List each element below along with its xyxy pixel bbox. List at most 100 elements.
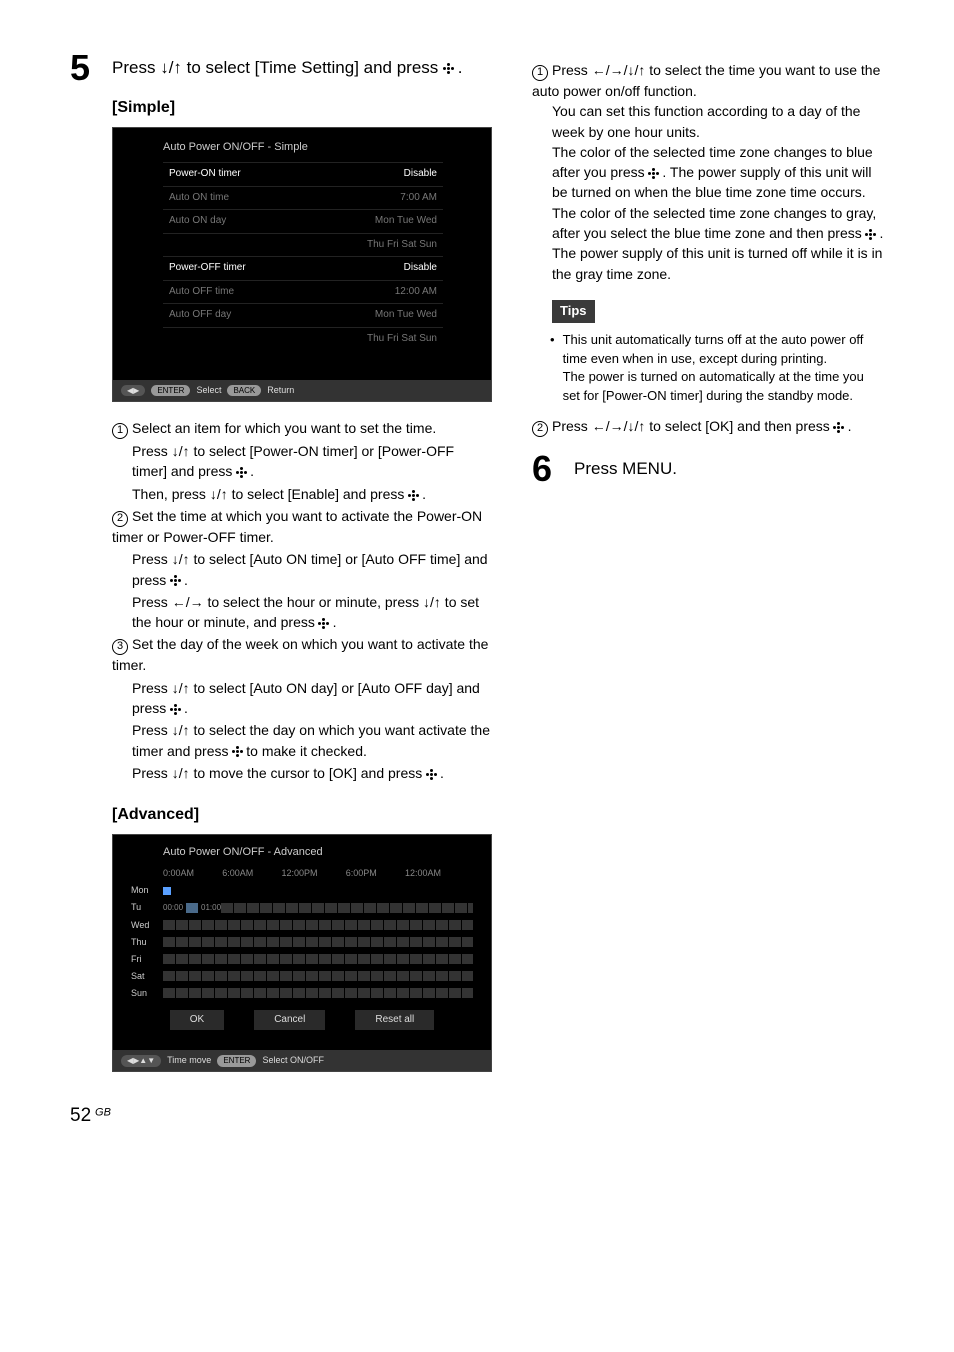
t: Press <box>552 62 592 78</box>
enter-icon <box>232 741 242 761</box>
enter-icon <box>426 763 436 783</box>
page-number: 52 GB <box>70 1102 884 1130</box>
step-6-text: Press MENU. <box>574 451 677 481</box>
day-row: Sun <box>113 985 491 1002</box>
cell: Auto OFF time <box>169 285 234 300</box>
enter-icon <box>170 570 180 590</box>
numbered-item-1: 1Select an item for which you want to se… <box>112 418 492 504</box>
tip-item: • This unit automatically turns off at t… <box>550 331 884 406</box>
t: Set the day of the week on which you wan… <box>112 636 488 673</box>
cell: 7:00 AM <box>400 191 437 206</box>
table-row: Power-OFF timerDisable <box>163 256 443 280</box>
t: to move the cursor to [OK] and press <box>190 765 427 781</box>
circled-3-icon: 3 <box>112 639 128 655</box>
numbered-item-1: 1Press ←/→/↓/↑ to select the time you wa… <box>532 60 884 101</box>
cell: 12:00 AM <box>395 285 437 300</box>
time-bar <box>163 954 473 964</box>
t: Press <box>132 680 172 696</box>
t: 00:00 <box>163 902 183 914</box>
t: Select ON/OFF <box>262 1054 324 1067</box>
down-up-icon: ↓/↑ <box>160 58 182 77</box>
circled-1-icon: 1 <box>112 423 128 439</box>
day-row: Mon <box>113 882 491 899</box>
advanced-screenshot: Auto Power ON/OFF - Advanced 0:00AM 6:00… <box>112 834 492 1072</box>
t: Press <box>112 58 160 77</box>
page-region: GB <box>95 1107 111 1119</box>
time-bar <box>163 988 473 998</box>
paragraph: You can set this function according to a… <box>552 101 884 142</box>
tips-label: Tips <box>552 300 595 323</box>
down-up-icon: ↓/↑ <box>172 722 190 738</box>
time-bar <box>163 920 473 930</box>
t: . <box>453 58 462 77</box>
step-6: 6 Press MENU. <box>532 451 884 487</box>
t: Select an item for which you want to set… <box>132 420 436 436</box>
numbered-item-2: 2Set the time at which you want to activ… <box>112 506 492 632</box>
numbered-item-3: 3Set the day of the week on which you wa… <box>112 634 492 783</box>
circled-2-icon: 2 <box>112 511 128 527</box>
enter-icon <box>649 162 659 182</box>
cell: Thu Fri Sat Sun <box>367 238 437 253</box>
day-label: Thu <box>131 936 163 949</box>
enter-pill: ENTER <box>217 1055 256 1067</box>
down-up-icon: ↓/↑ <box>172 680 190 696</box>
cell: Auto OFF day <box>169 308 231 323</box>
back-pill: BACK <box>227 385 261 397</box>
nav-icon: ◀▶ <box>121 385 145 397</box>
day-label: Wed <box>131 919 163 932</box>
t: . <box>180 700 188 716</box>
day-label: Tu <box>131 901 163 914</box>
table-row: Thu Fri Sat Sun <box>163 233 443 257</box>
enter-icon <box>236 461 246 481</box>
page-columns: 5 Press ↓/↑ to select [Time Setting] and… <box>70 50 884 1072</box>
advanced-heading: [Advanced] <box>112 803 492 826</box>
t: to select [OK] and then press <box>645 418 833 434</box>
t: . <box>329 614 337 630</box>
page-num-value: 52 <box>70 1105 91 1126</box>
table-row: Thu Fri Sat Sun <box>163 327 443 351</box>
t: to select the hour or minute, press <box>204 594 423 610</box>
table-row: Power-ON timerDisable <box>163 162 443 186</box>
time-bar <box>221 903 473 913</box>
t: Time move <box>167 1054 211 1067</box>
table-row: Auto OFF time 12:00 AM <box>163 280 443 304</box>
circled-1-icon: 1 <box>532 65 548 81</box>
day-label: Mon <box>131 884 163 897</box>
bullet-icon: • <box>550 331 555 406</box>
cell: Auto ON time <box>169 191 229 206</box>
t: 01:00 <box>201 902 221 914</box>
time-axis: 0:00AM 6:00AM 12:00PM 6:00PM 12:00AM <box>113 865 491 882</box>
table-row: Auto ON time 7:00 AM <box>163 186 443 210</box>
screenshot-title: Auto Power ON/OFF - Simple <box>113 136 491 162</box>
button-row: OK Cancel Reset all <box>113 1002 491 1041</box>
nav-icon: ◀▶▲▼ <box>121 1055 161 1067</box>
cell: Power-ON timer <box>169 167 241 182</box>
day-row: Sat <box>113 968 491 985</box>
down-up-icon: ↓/↑ <box>172 551 190 567</box>
step-5-text: Press ↓/↑ to select [Time Setting] and p… <box>112 50 462 80</box>
t: Return <box>267 384 294 397</box>
screenshot-title: Auto Power ON/OFF - Advanced <box>113 841 491 865</box>
lrdu-icon: ←/→/↓/↑ <box>592 62 646 78</box>
t: . <box>418 486 426 502</box>
t: Press <box>132 551 172 567</box>
t: Press <box>132 443 172 459</box>
t: 6:00AM <box>222 867 253 880</box>
cell: Power-OFF timer <box>169 261 246 276</box>
day-label: Sun <box>131 987 163 1000</box>
t: Set the time at which you want to activa… <box>112 508 482 545</box>
t: to make it checked. <box>242 743 367 759</box>
step-5: 5 Press ↓/↑ to select [Time Setting] and… <box>70 50 492 86</box>
lrdu-icon: ←/→/↓/↑ <box>592 418 646 434</box>
t: This unit automatically turns off at the… <box>563 331 884 369</box>
t: Select <box>196 384 221 397</box>
day-label: Sat <box>131 970 163 983</box>
t: Then, press <box>132 486 210 502</box>
day-row: Fri <box>113 951 491 968</box>
day-row: Tu00:00 01:00 <box>113 899 491 916</box>
t: Press <box>552 418 592 434</box>
cell: Thu Fri Sat Sun <box>367 332 437 347</box>
screenshot-table: Power-ON timerDisable Auto ON time 7:00 A… <box>163 162 443 350</box>
enter-icon <box>834 416 844 436</box>
block-icon <box>186 903 198 913</box>
